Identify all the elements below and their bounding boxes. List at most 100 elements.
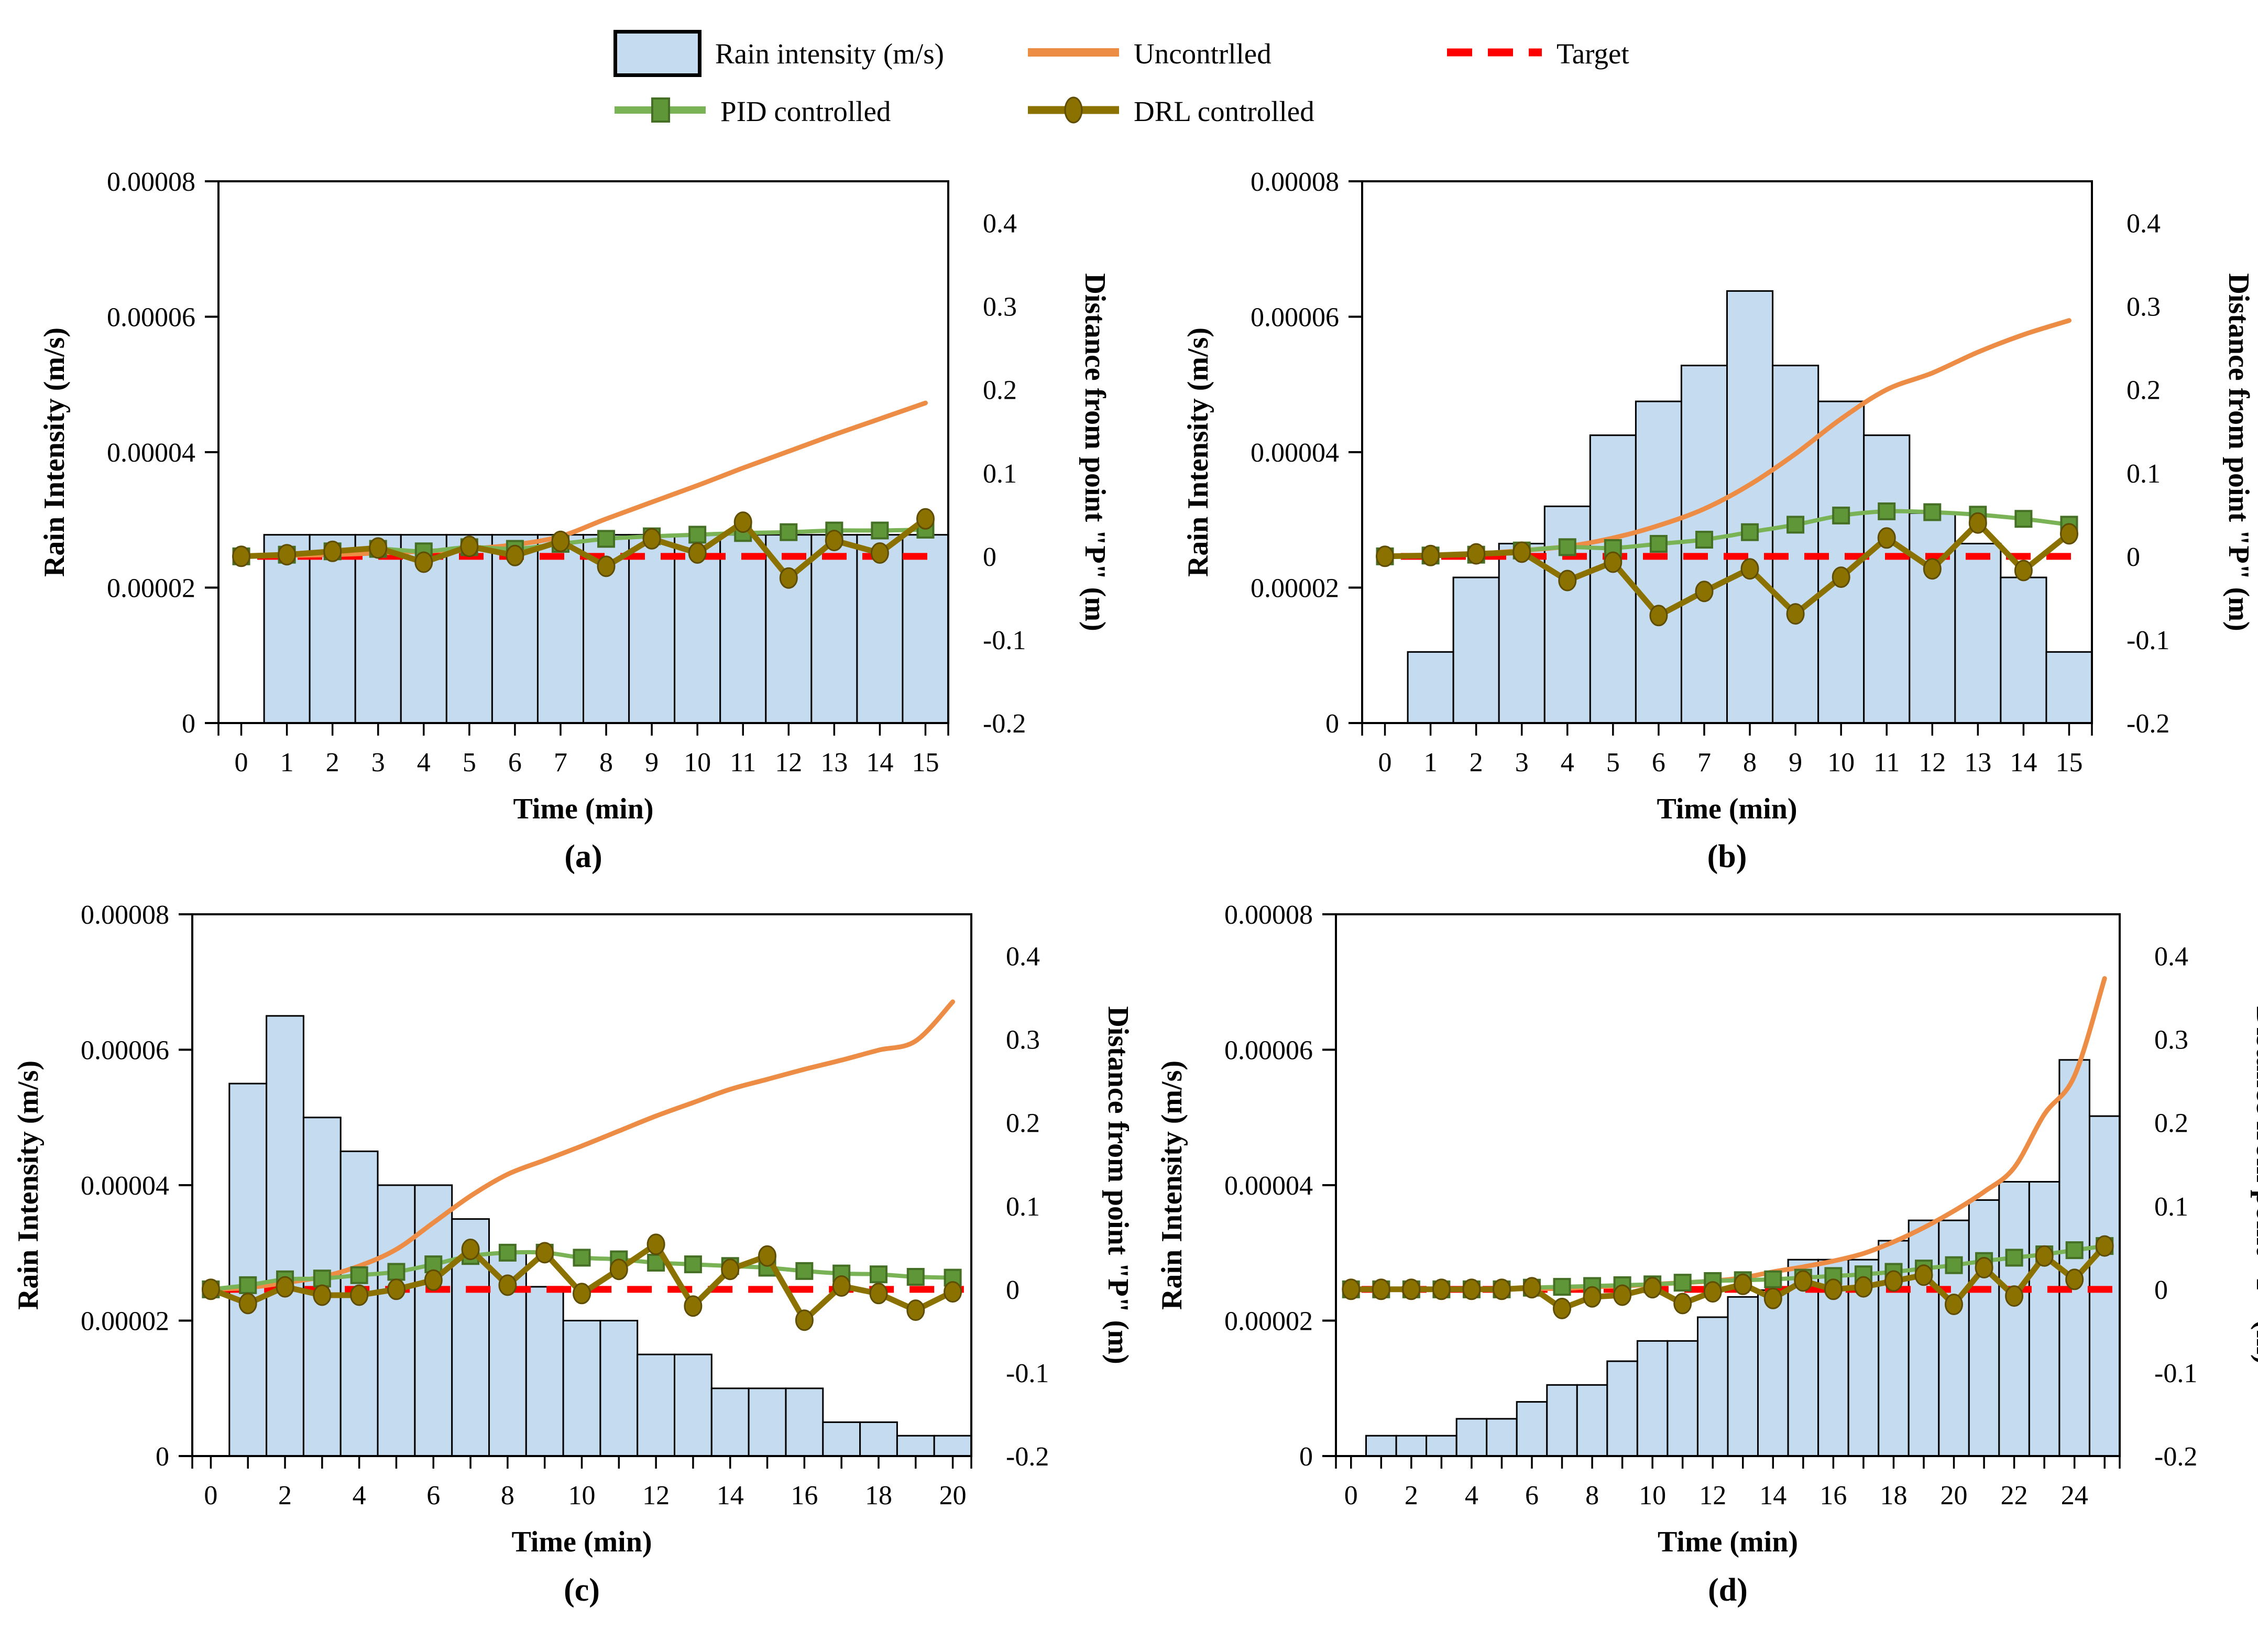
- drl-marker: [238, 1293, 257, 1315]
- drl-marker: [779, 567, 798, 589]
- bar: [856, 534, 904, 724]
- bar: [1486, 1418, 1518, 1457]
- x-tick-label: 2: [1405, 1481, 1418, 1511]
- drl-marker: [2060, 523, 2078, 545]
- bar: [1365, 1435, 1397, 1457]
- right-tick-label: 0.4: [2154, 942, 2188, 972]
- bar: [674, 534, 721, 724]
- drl-marker: [1583, 1286, 1602, 1308]
- drl-marker: [825, 530, 843, 552]
- bar: [263, 534, 311, 724]
- bar: [414, 1184, 453, 1457]
- left-axis-ticks: 0 0.00002 0.00004 0.00006 0.00008: [1224, 900, 1336, 1472]
- x-tick-label: 2: [1470, 748, 1483, 778]
- pid-marker: [906, 1267, 925, 1286]
- right-axis-title: Distance from point "P" (m): [2222, 273, 2255, 631]
- left-axis-title: Rain Intensity (m/s): [38, 327, 71, 577]
- drl-marker: [350, 1284, 369, 1306]
- x-tick-label: 4: [417, 748, 431, 778]
- drl-marker: [387, 1278, 405, 1300]
- x-tick-label: 9: [1789, 748, 1802, 778]
- x-tick-label: 14: [1759, 1481, 1786, 1511]
- x-tick-label: 14: [2010, 748, 2037, 778]
- drl-marker: [1923, 558, 1942, 580]
- right-tick-label: -0.2: [2154, 1442, 2197, 1472]
- drl-marker: [733, 511, 752, 533]
- drl-marker: [1432, 1278, 1451, 1300]
- rain-intensity-bars: [1407, 290, 2093, 724]
- right-tick-label: 0: [2127, 542, 2140, 572]
- x-tick-label: 22: [2001, 1481, 2028, 1511]
- left-tick-label: 0.00002: [81, 1307, 169, 1337]
- bar: [1697, 1316, 1729, 1457]
- bar: [1635, 400, 1683, 724]
- drl-marker: [414, 551, 433, 573]
- left-tick-label: 0.00002: [1224, 1307, 1313, 1337]
- drl-marker: [1421, 544, 1440, 566]
- bar: [445, 534, 493, 724]
- drl-markers: [201, 1233, 962, 1331]
- pid-marker: [780, 523, 798, 541]
- drl-marker: [944, 1281, 962, 1303]
- drl-marker: [1945, 1294, 1963, 1315]
- drl-marker: [721, 1259, 740, 1281]
- bar: [1546, 1384, 1578, 1457]
- drl-marker: [1376, 545, 1394, 567]
- drl-marker: [1695, 581, 1714, 603]
- right-tick-label: 0.1: [1006, 1192, 1040, 1222]
- x-tick-label: 8: [599, 748, 613, 778]
- x-tick-label: 15: [912, 748, 939, 778]
- x-tick-label: 12: [1919, 748, 1946, 778]
- drl-marker: [1734, 1273, 1752, 1295]
- drl-marker: [1462, 1278, 1481, 1300]
- drl-marker: [1649, 605, 1668, 627]
- right-axis-ticks: 0.4 0.3 0.2 0.1 0 -0.1 -0.2: [2127, 209, 2169, 739]
- x-tick-label: 10: [1639, 1481, 1666, 1511]
- pid-marker: [424, 1255, 443, 1274]
- drl-marker: [2065, 1268, 2084, 1290]
- right-axis-title: Distance from point "P" (m): [1102, 1006, 1129, 1364]
- bar: [1909, 512, 1956, 724]
- x-tick-label: 0: [204, 1481, 217, 1511]
- bar: [1968, 1199, 2000, 1457]
- drl-markers: [1376, 512, 2078, 627]
- left-tick-label: 0.00006: [1251, 303, 1339, 333]
- uncontrolled-line: [239, 400, 928, 559]
- x-tick-label: 3: [1515, 748, 1529, 778]
- right-tick-label: 0: [1006, 1275, 1020, 1305]
- x-tick-label: 10: [568, 1481, 596, 1511]
- bar: [2045, 651, 2093, 724]
- green-square-line-icon: [613, 93, 707, 129]
- bar: [674, 1353, 713, 1457]
- legend-label: PID controlled: [720, 95, 891, 127]
- x-tick-label: 1: [1424, 748, 1438, 778]
- pid-marker: [1649, 534, 1668, 553]
- x-tick-label: 0: [1378, 748, 1392, 778]
- bar: [536, 534, 585, 724]
- right-tick-label: 0.4: [2127, 209, 2161, 239]
- rain-intensity-bars: [263, 534, 949, 724]
- legend-label: Rain intensity (m/s): [715, 37, 944, 70]
- bar: [933, 1435, 972, 1457]
- right-tick-label: -0.1: [983, 626, 1026, 655]
- red-dashed-line-icon: [1446, 47, 1543, 60]
- left-axis-ticks: 0 0.00002 0.00004 0.00006 0.00008: [1251, 167, 1362, 739]
- drl-marker: [870, 542, 889, 564]
- x-tick-label: 20: [939, 1481, 967, 1511]
- x-tick-label: 16: [791, 1481, 818, 1511]
- legend-item-drl: DRL controlled: [1027, 80, 1314, 143]
- x-tick-label: 4: [353, 1481, 366, 1511]
- drl-marker: [1493, 1278, 1511, 1300]
- x-tick-label: 18: [865, 1481, 892, 1511]
- bar: [896, 1435, 935, 1457]
- left-axis-ticks: 0 0.00002 0.00004 0.00006 0.00008: [107, 167, 218, 739]
- right-axis-title: Distance from point "P" (m): [1079, 273, 1111, 631]
- left-axis-title: Rain Intensity (m/s): [1156, 1060, 1188, 1310]
- drl-marker: [609, 1259, 628, 1281]
